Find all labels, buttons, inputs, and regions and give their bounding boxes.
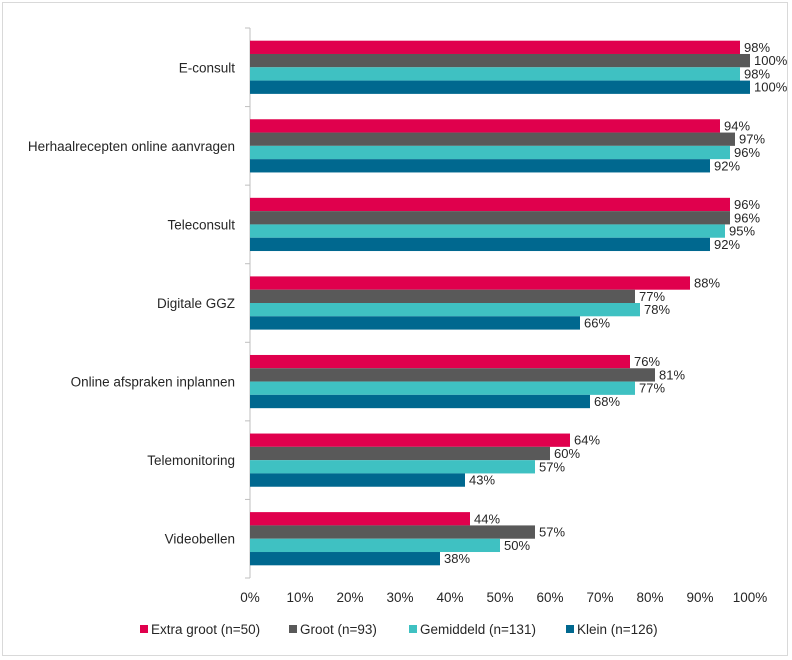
bar: [250, 368, 655, 382]
bar: [250, 303, 640, 317]
bar: [250, 316, 580, 330]
x-tick-label: 90%: [686, 590, 713, 605]
bar: [250, 552, 440, 566]
data-label: 77%: [639, 289, 665, 304]
bar: [250, 132, 735, 146]
bar: [250, 224, 725, 238]
bar: [250, 211, 730, 225]
data-label: 66%: [584, 315, 610, 330]
bar: [250, 525, 535, 539]
x-tick-label: 10%: [286, 590, 313, 605]
bar: [250, 80, 750, 94]
data-label: 38%: [444, 551, 470, 566]
data-label: 96%: [734, 210, 760, 225]
x-tick-label: 40%: [436, 590, 463, 605]
bar: [250, 512, 470, 526]
data-label: 60%: [554, 446, 580, 461]
data-label: 96%: [734, 197, 760, 212]
category-label: Telemonitoring: [147, 453, 235, 468]
legend-swatch: [566, 625, 574, 633]
bar: [250, 197, 730, 212]
data-label: 68%: [594, 394, 620, 409]
data-label: 97%: [739, 132, 765, 147]
x-tick-label: 0%: [240, 590, 260, 605]
x-tick-label: 30%: [386, 590, 413, 605]
data-label: 98%: [744, 66, 770, 81]
legend-label: Gemiddeld (n=131): [420, 622, 536, 637]
data-label: 76%: [634, 354, 660, 369]
bar: [250, 159, 710, 173]
bar: [250, 145, 730, 160]
bar: [250, 538, 500, 553]
data-label: 96%: [734, 145, 760, 160]
data-label: 64%: [574, 433, 600, 448]
data-label: 100%: [754, 80, 788, 95]
data-label: 94%: [724, 118, 750, 133]
bar: [250, 354, 630, 369]
bar: [250, 381, 635, 395]
legend-swatch: [289, 625, 297, 633]
legend-label: Extra groot (n=50): [151, 622, 260, 637]
data-label: 88%: [694, 276, 720, 291]
bar: [250, 40, 740, 54]
legend-swatch: [409, 625, 417, 633]
data-label: 77%: [639, 381, 665, 396]
category-label: Digitale GGZ: [157, 296, 235, 311]
category-label: Teleconsult: [167, 217, 235, 232]
data-label: 81%: [659, 367, 685, 382]
x-tick-label: 70%: [586, 590, 613, 605]
data-label: 78%: [644, 302, 670, 317]
x-tick-label: 60%: [536, 590, 563, 605]
data-label: 57%: [539, 459, 565, 474]
bar: [250, 460, 535, 474]
data-label: 50%: [504, 538, 530, 553]
data-label: 92%: [714, 237, 740, 252]
bar: [250, 433, 570, 447]
bar: [250, 276, 690, 290]
bar: [250, 67, 740, 81]
legend-label: Groot (n=93): [300, 622, 377, 637]
bar: [250, 53, 750, 68]
x-tick-label: 80%: [636, 590, 663, 605]
data-label: 98%: [744, 40, 770, 55]
bar: [250, 394, 590, 409]
x-tick-label: 50%: [486, 590, 513, 605]
category-label: Online afspraken inplannen: [71, 375, 235, 390]
legend-swatch: [140, 625, 148, 633]
bar: [250, 237, 710, 252]
category-label: Herhaalrecepten online aanvragen: [28, 139, 235, 154]
x-tick-label: 20%: [336, 590, 363, 605]
category-label: Videobellen: [165, 532, 235, 547]
data-label: 95%: [729, 224, 755, 239]
data-label: 44%: [474, 511, 500, 526]
data-label: 92%: [714, 158, 740, 173]
bar: [250, 446, 550, 461]
legend-label: Klein (n=126): [577, 622, 658, 637]
bar: [250, 119, 720, 133]
category-label: E-consult: [179, 60, 236, 75]
data-label: 57%: [539, 525, 565, 540]
bar: [250, 289, 635, 303]
x-tick-label: 100%: [733, 590, 768, 605]
data-label: 43%: [469, 473, 495, 488]
data-label: 100%: [754, 53, 788, 68]
bar: [250, 473, 465, 487]
